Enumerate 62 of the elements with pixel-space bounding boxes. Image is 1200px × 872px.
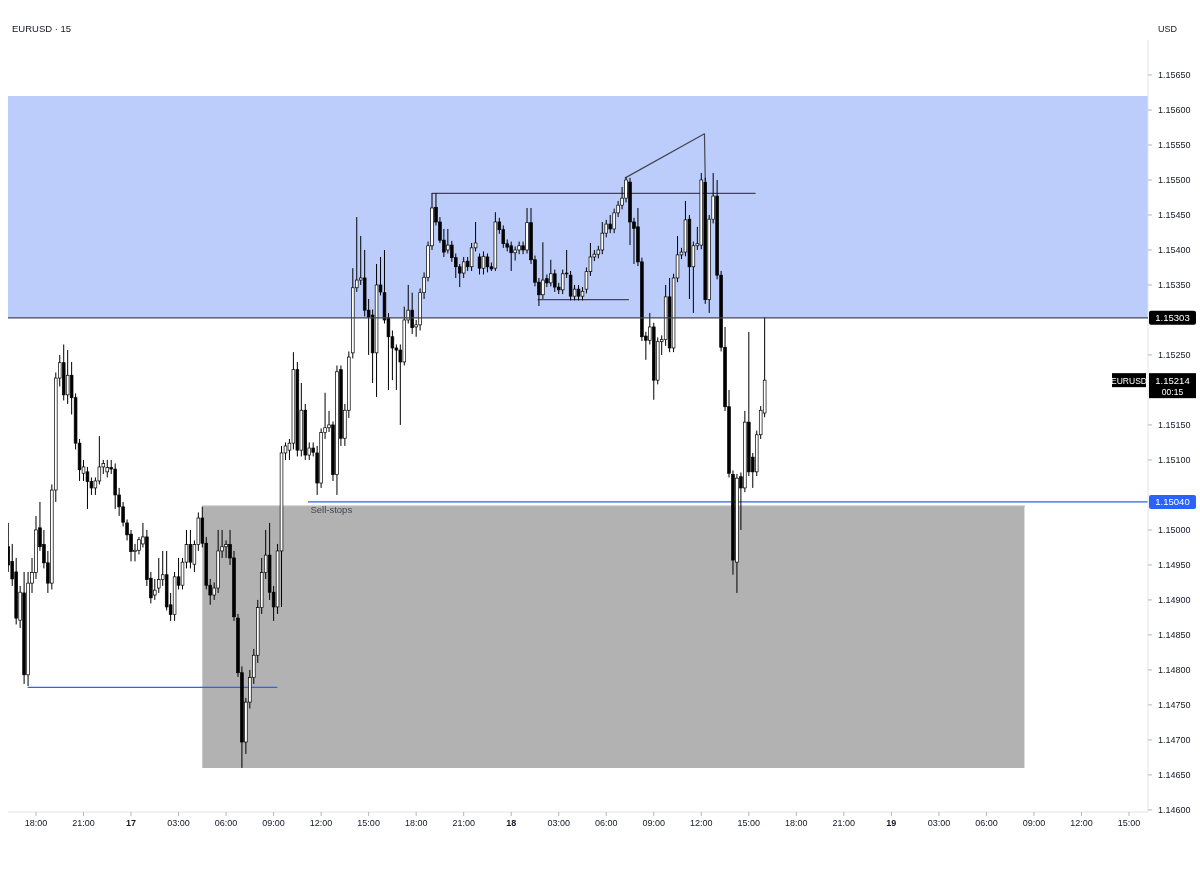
y-tick-label: 1.14700 [1158, 735, 1191, 746]
x-tick-label: 21:00 [832, 818, 856, 828]
candlestick [568, 270, 573, 301]
x-tick-label: 18:00 [404, 818, 428, 828]
x-tick-label: 21:00 [72, 818, 95, 828]
y-tick-label: 1.15100 [1158, 455, 1191, 466]
ref-line-label: 1.15303 [1155, 312, 1190, 324]
y-tick-label: 1.15350 [1158, 280, 1191, 291]
y-tick-label: 1.14650 [1158, 770, 1191, 781]
x-tick-label: 06:00 [975, 818, 998, 828]
y-tick-label: 1.14950 [1158, 560, 1191, 571]
candlestick [509, 241, 513, 272]
x-tick-label: 03:00 [167, 818, 190, 828]
text: 1.15214 [1155, 374, 1190, 386]
x-tick-label: 18 [506, 818, 517, 828]
x-tick-label: 06:00 [214, 818, 238, 828]
y-tick-label: 1.14600 [1158, 805, 1191, 816]
x-tick-label: 09:00 [262, 818, 285, 828]
candlestick [65, 349, 70, 405]
y-tick-label: 1.14800 [1158, 665, 1191, 676]
x-tick-label: 17 [126, 818, 137, 828]
x-tick-label: 12:00 [309, 818, 333, 828]
y-tick-label: 1.15500 [1158, 175, 1191, 186]
x-tick-label: 06:00 [594, 818, 618, 828]
y-tick-label: 1.14850 [1158, 630, 1191, 641]
y-tick-label: 1.15250 [1158, 350, 1191, 361]
y-axis-title: USD [1158, 24, 1178, 34]
x-tick-label: 18:00 [785, 818, 808, 828]
y-tick-label: 1.15400 [1158, 245, 1191, 256]
x-tick-label: 18:00 [24, 818, 48, 828]
y-tick-label: 1.15650 [1158, 70, 1191, 81]
candlestick [553, 269, 557, 293]
y-tick-label: 1.15450 [1158, 210, 1191, 221]
x-tick-label: 15:00 [737, 818, 761, 828]
x-tick-label: 12:00 [690, 818, 713, 828]
candlestick [481, 250, 486, 275]
candlestick [188, 529, 193, 569]
candlestick [608, 214, 612, 234]
text: 00:15 [1161, 386, 1184, 397]
x-tick-label: 09:00 [1022, 818, 1046, 828]
y-tick-label: 1.15150 [1158, 420, 1191, 431]
annotation: EURUSD [1111, 375, 1147, 386]
x-tick-label: 03:00 [547, 818, 570, 828]
y-tick-label: 1.15550 [1158, 140, 1191, 151]
candlestick [461, 256, 466, 279]
candlestick [549, 259, 553, 287]
x-tick-label: 03:00 [927, 818, 951, 828]
x-tick-label: 12:00 [1070, 818, 1093, 828]
y-tick-label: 1.14750 [1158, 700, 1191, 711]
annotation: 1.15040 [1155, 496, 1190, 508]
x-tick-label: 15:00 [357, 818, 380, 828]
x-tick-label: 15:00 [1117, 818, 1141, 828]
y-tick-label: 1.14900 [1158, 595, 1191, 606]
y-tick-label: 1.15600 [1158, 105, 1191, 116]
candlestick [477, 252, 482, 275]
y-tick-label: 1.15000 [1158, 525, 1191, 536]
chart-title: EURUSD · 15 [12, 23, 72, 34]
x-tick-label: 09:00 [642, 818, 666, 828]
annotation: Sell-stops [310, 503, 353, 515]
x-tick-label: 21:00 [452, 818, 475, 828]
x-tick-label: 19 [886, 818, 897, 828]
candlestick [446, 228, 450, 254]
